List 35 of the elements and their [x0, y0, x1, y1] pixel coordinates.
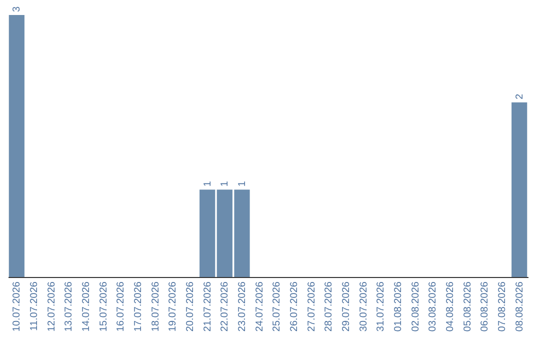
data-label: 1	[237, 180, 248, 187]
x-tick-label: 24.07.2026	[254, 281, 266, 332]
x-tick-label: 08.08.2026	[514, 281, 526, 332]
x-tick-label: 10.07.2026	[12, 281, 23, 332]
x-tick-label: 12.07.2026	[46, 281, 58, 332]
x-tick-label: 15.07.2026	[98, 281, 110, 332]
x-tick-label: 22.07.2026	[220, 281, 231, 332]
x-tick-label: 18.07.2026	[150, 281, 162, 332]
x-tick-label: 29.07.2026	[341, 281, 352, 332]
x-tick-label: 11.07.2026	[29, 281, 40, 331]
x-tick-label: 19.07.2026	[168, 281, 179, 332]
x-tick-label: 25.07.2026	[272, 281, 283, 332]
x-tick-label: 17.07.2026	[133, 281, 144, 332]
x-tick-label: 21.07.2026	[202, 281, 214, 332]
data-label: 1	[202, 180, 214, 187]
x-tick-label: 07.08.2026	[497, 281, 508, 332]
x-tick-label: 31.07.2026	[376, 281, 387, 332]
x-tick-label: 14.07.2026	[81, 281, 92, 332]
x-tick-label: 04.08.2026	[445, 281, 456, 332]
x-tick-label: 30.07.2026	[358, 281, 370, 332]
x-tick-label: 16.07.2026	[116, 281, 127, 332]
data-label: 3	[12, 6, 23, 12]
x-tick-label: 23.07.2026	[237, 281, 248, 332]
x-tick-label: 01.08.2026	[393, 281, 404, 332]
x-tick-label: 03.08.2026	[428, 281, 439, 332]
data-label: 2	[514, 93, 526, 100]
x-tick-label: 02.08.2026	[410, 281, 422, 332]
x-tick-label: 05.08.2026	[462, 281, 474, 332]
x-tick-label: 27.07.2026	[306, 281, 318, 332]
x-tick-label: 28.07.2026	[324, 281, 335, 332]
x-tick-label: 06.08.2026	[480, 281, 491, 332]
x-tick-label: 26.07.2026	[289, 281, 300, 332]
data-label: 1	[220, 180, 231, 187]
x-tick-label: 20.07.2026	[185, 281, 196, 332]
x-tick-label: 13.07.2026	[64, 281, 75, 332]
